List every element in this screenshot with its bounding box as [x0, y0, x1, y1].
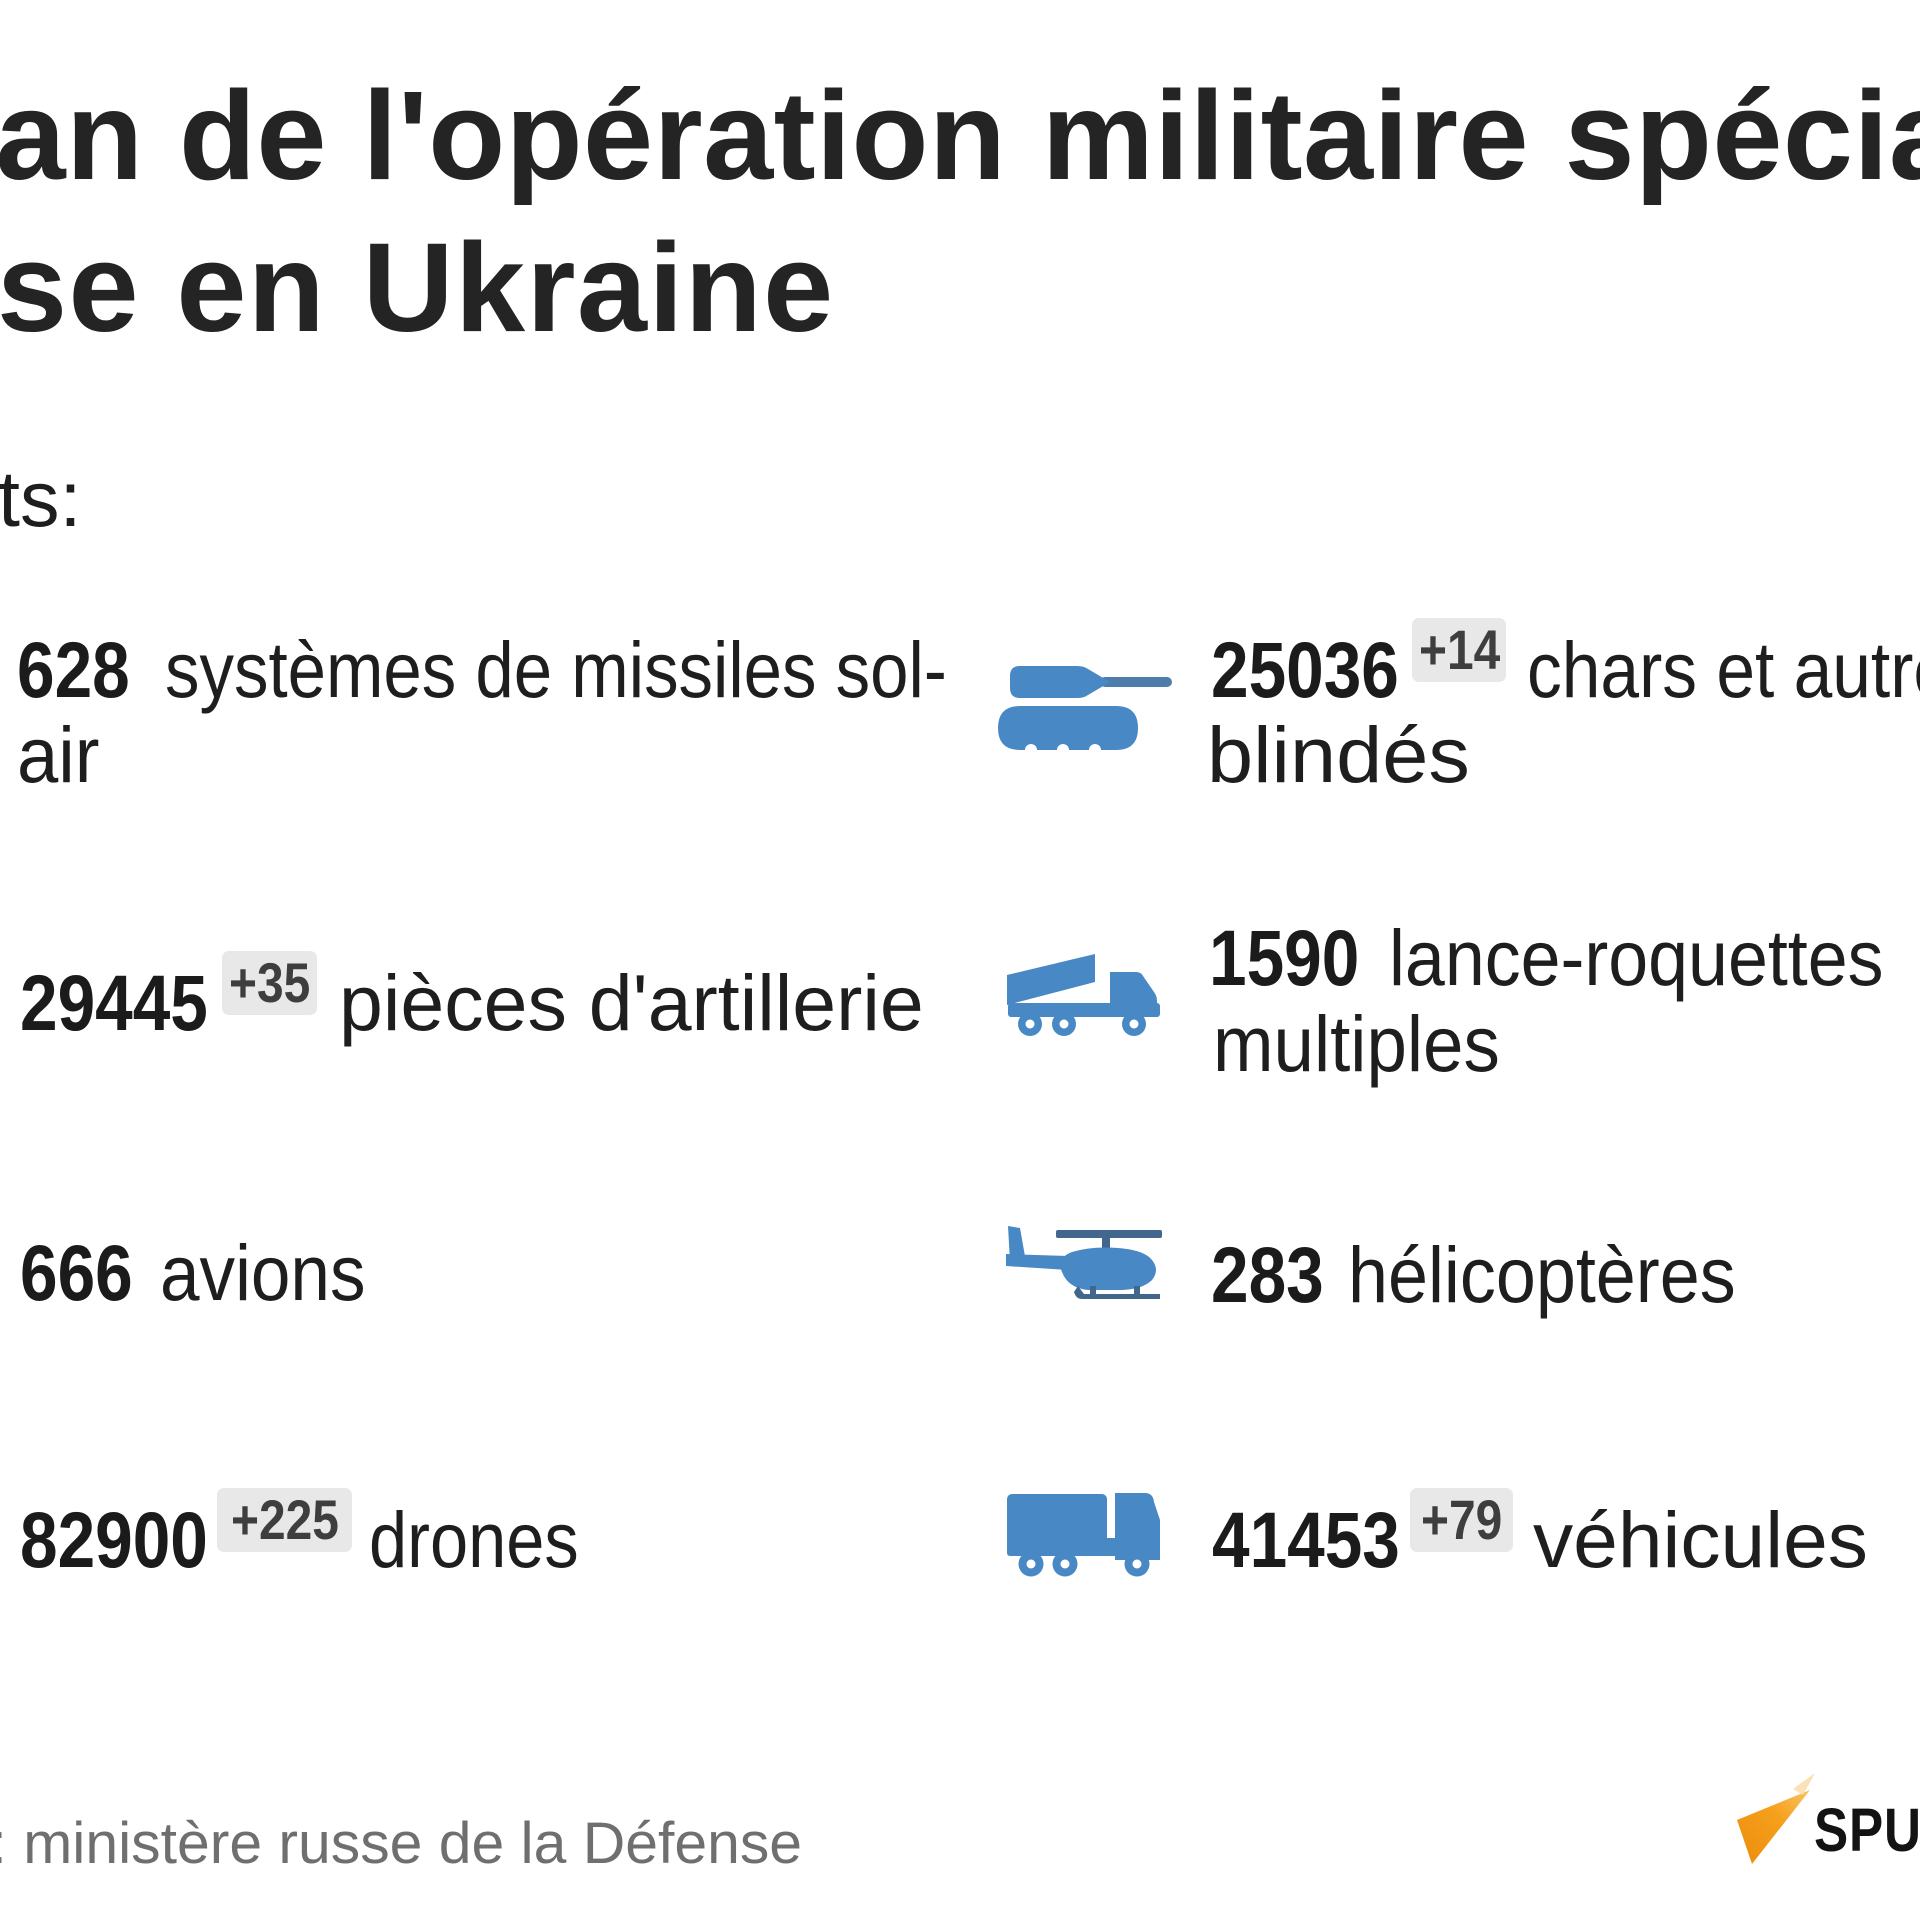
stat-label-cont: air	[17, 710, 100, 800]
stat-label: hélicoptères	[1348, 1230, 1736, 1320]
stat-value: 29445	[20, 958, 208, 1048]
brand-wordmark: SPUTNIK	[1814, 1796, 1920, 1865]
stat-value: 41453	[1212, 1495, 1400, 1585]
stat-label: drones	[369, 1495, 579, 1585]
helicopter-icon	[998, 1222, 1164, 1300]
sputnik-logo-icon	[1737, 1773, 1815, 1867]
stat-value: 25036	[1211, 625, 1399, 715]
stat-label-cont: multiples	[1213, 999, 1500, 1089]
delta-badge: +14	[1412, 618, 1506, 682]
delta-badge: +225	[217, 1488, 352, 1552]
title-line-1: Bilan de l'opération militaire spéciale	[0, 65, 1920, 207]
stat-value: 1590	[1209, 913, 1360, 1003]
stat-value: 628	[17, 625, 130, 715]
source-credit: Source: ministère russe de la Défense	[0, 1810, 803, 1876]
delta-badge: +79	[1410, 1488, 1513, 1552]
stat-value: 666	[20, 1228, 133, 1318]
stat-label: systèmes de missiles sol-	[165, 625, 947, 715]
stat-value: 82900	[20, 1495, 208, 1585]
truck-icon	[1003, 1486, 1165, 1578]
rocket-launcher-icon	[1003, 952, 1167, 1046]
stat-label: avions	[160, 1228, 366, 1318]
tank-icon	[993, 660, 1175, 752]
subtitle: Matériels détruits:	[0, 454, 82, 544]
title-line-2: russe en Ukraine	[0, 216, 835, 358]
stat-label: lance-roquettes	[1389, 913, 1884, 1003]
stat-label: pièces d'artillerie	[339, 958, 924, 1048]
delta-badge: +35	[222, 951, 317, 1015]
stat-value: 283	[1211, 1230, 1324, 1320]
stat-label: chars et autres	[1527, 625, 1920, 715]
stat-label: véhicules	[1533, 1495, 1868, 1585]
stat-label-cont: blindés	[1207, 710, 1470, 800]
